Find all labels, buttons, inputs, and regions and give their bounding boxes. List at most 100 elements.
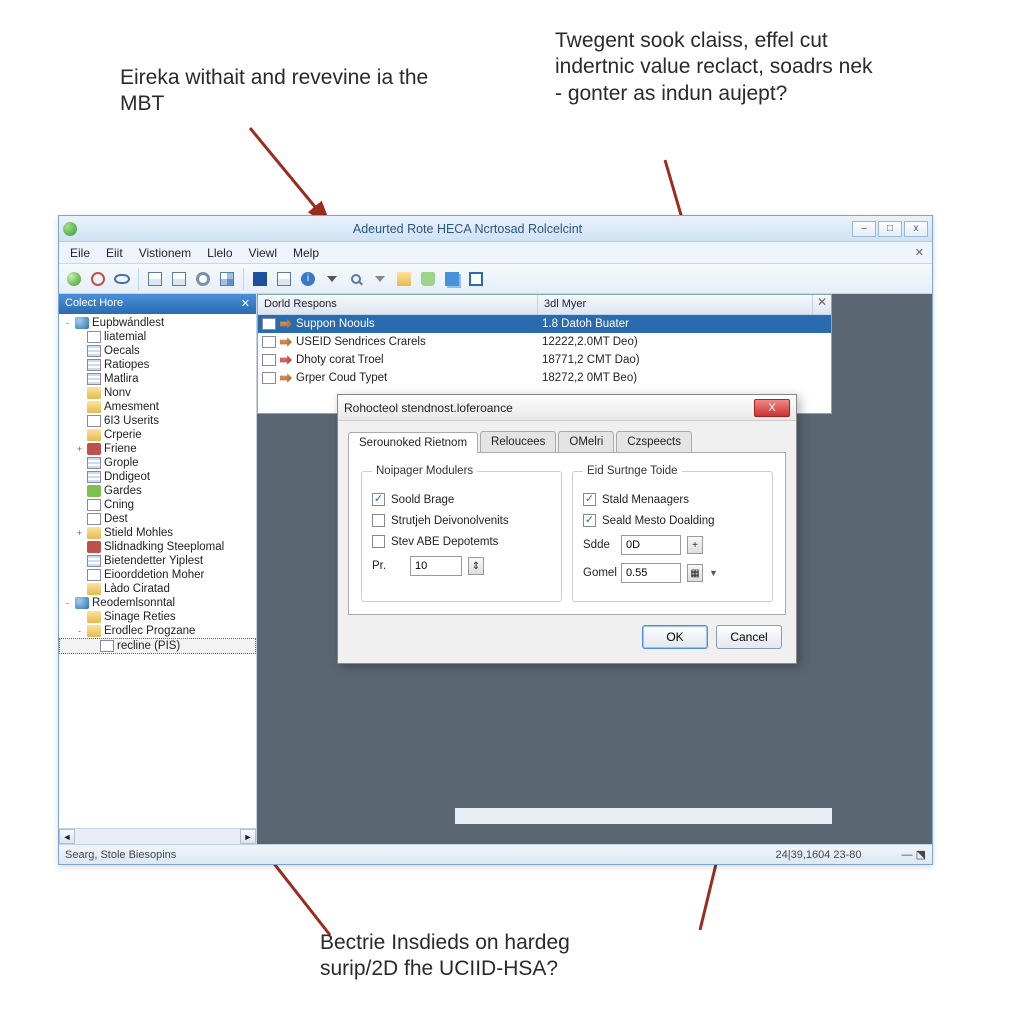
menu-help[interactable]: Melp xyxy=(286,244,326,262)
tb-dropdown2-icon[interactable] xyxy=(369,268,391,290)
tb-doc2-icon[interactable] xyxy=(168,268,190,290)
tb-circle-icon[interactable] xyxy=(87,268,109,290)
tb-cards-icon[interactable] xyxy=(441,268,463,290)
tb-doc-icon[interactable] xyxy=(144,268,166,290)
gomel-input[interactable] xyxy=(621,563,681,583)
titlebar[interactable]: Adeurted Rote HECA Ncrtosad Rolcelcint –… xyxy=(59,216,932,242)
main-area: Dorld Respons 3dl Myer ✕ Suppon Noouls1.… xyxy=(257,294,932,844)
tree-item[interactable]: Grople xyxy=(59,456,256,470)
toolbar: i xyxy=(59,264,932,294)
sidebar-close-icon[interactable]: ✕ xyxy=(241,297,250,311)
list-col2[interactable]: 3dl Myer xyxy=(538,295,813,314)
menu-edit[interactable]: Eiit xyxy=(99,244,130,262)
list-row[interactable]: Grper Coud Typet18272,2 0MT Beo) xyxy=(258,369,831,387)
status-right: 24|39,1604 23-80 xyxy=(776,849,862,861)
tab-czspeects[interactable]: Czspeects xyxy=(616,431,692,452)
chk-soold-brage-label: Soold Brage xyxy=(391,494,454,506)
sidebar-scroll-right[interactable]: ► xyxy=(240,829,256,844)
maximize-button[interactable]: □ xyxy=(878,221,902,237)
menu-file[interactable]: Eile xyxy=(63,244,97,262)
tb-folder-icon[interactable] xyxy=(393,268,415,290)
tree-item[interactable]: Ratiopes xyxy=(59,358,256,372)
menubar-close-icon[interactable]: ✕ xyxy=(911,246,928,259)
chk-strutjeh[interactable] xyxy=(372,514,385,527)
tree-view[interactable]: -EupbwándlestliatemialOecalsRatiopesMatl… xyxy=(59,314,256,828)
sidebar-scroll-left[interactable]: ◄ xyxy=(59,829,75,844)
tb-person-icon[interactable] xyxy=(417,268,439,290)
menu-view[interactable]: Viewl xyxy=(242,244,284,262)
dialog-close-button[interactable]: X xyxy=(754,399,790,417)
tb-doc3-icon[interactable] xyxy=(273,268,295,290)
menu-vistionem[interactable]: Vistionem xyxy=(132,244,198,262)
tb-green-icon[interactable] xyxy=(63,268,85,290)
tb-bluesq-icon[interactable] xyxy=(249,268,271,290)
chk-stald-menaagers[interactable] xyxy=(583,493,596,506)
pr-label: Pr. xyxy=(372,560,404,572)
dialog-title: Rohocteol stendnost.loferoance xyxy=(344,401,754,415)
list-col1[interactable]: Dorld Respons xyxy=(258,295,538,314)
group-eid-surtnge: Eid Surtnge Toide Stald Menaagers Seald … xyxy=(572,465,773,602)
gomel-label: Gomel xyxy=(583,567,615,579)
sdde-spinner[interactable]: + xyxy=(687,536,703,554)
tab-reloucees[interactable]: Reloucees xyxy=(480,431,556,452)
tab-serounoled[interactable]: Serounoked Rietnom xyxy=(348,432,478,453)
tb-dropdown-icon[interactable] xyxy=(321,268,343,290)
tree-item[interactable]: Gardes xyxy=(59,484,256,498)
gomel-picker[interactable]: ▦ xyxy=(687,564,703,582)
tree-item[interactable]: Slidnadking Steeplomal xyxy=(59,540,256,554)
app-icon xyxy=(63,222,77,236)
tree-item[interactable]: Làdo Ciratad xyxy=(59,582,256,596)
chk-seald-mesto[interactable] xyxy=(583,514,596,527)
ok-button[interactable]: OK xyxy=(642,625,708,649)
tree-item[interactable]: -Reodemlsonntal xyxy=(59,596,256,610)
tree-item[interactable]: Eioorddetion Moher xyxy=(59,568,256,582)
list-row[interactable]: USEID Sendrices Crarels12222,2.0MT Deo) xyxy=(258,333,831,351)
tree-item[interactable]: liatemial xyxy=(59,330,256,344)
statusbar: Searg, Stole Biesopins 24|39,1604 23-80 … xyxy=(59,844,932,864)
tree-item[interactable]: -Eupbwándlest xyxy=(59,316,256,330)
list-header: Dorld Respons 3dl Myer ✕ xyxy=(258,295,831,315)
tb-boxed-icon[interactable] xyxy=(465,268,487,290)
sidebar-scroll-track[interactable] xyxy=(75,829,240,844)
tree-item[interactable]: Crperie xyxy=(59,428,256,442)
cancel-button[interactable]: Cancel xyxy=(716,625,782,649)
minimize-button[interactable]: – xyxy=(852,221,876,237)
close-button[interactable]: x xyxy=(904,221,928,237)
tree-item[interactable]: Cning xyxy=(59,498,256,512)
tree-item[interactable]: Oecals xyxy=(59,344,256,358)
tb-gear-icon[interactable] xyxy=(192,268,214,290)
list-row[interactable]: Suppon Noouls1.8 Datoh Buater xyxy=(258,315,831,333)
chk-stev-abe-label: Stev ABE Depotemts xyxy=(391,536,498,548)
tb-grid-icon[interactable] xyxy=(216,268,238,290)
tree-item[interactable]: -Erodlec Progzane xyxy=(59,624,256,638)
list-close-icon[interactable]: ✕ xyxy=(813,295,831,314)
tree-item[interactable]: Amesment xyxy=(59,400,256,414)
list-row[interactable]: Dhoty corat Troel18771,2 CMT Dao) xyxy=(258,351,831,369)
tb-info-icon[interactable]: i xyxy=(297,268,319,290)
tab-omelri[interactable]: OMelri xyxy=(558,431,614,452)
menu-llelo[interactable]: Llelo xyxy=(200,244,239,262)
tb-search-icon[interactable] xyxy=(345,268,367,290)
main-hscroll[interactable] xyxy=(455,808,832,824)
tree-item[interactable]: 6I3 Userits xyxy=(59,414,256,428)
pr-input[interactable] xyxy=(410,556,462,576)
tree-item[interactable]: +Friene xyxy=(59,442,256,456)
pr-spinner[interactable]: ⇕ xyxy=(468,557,484,575)
sidebar-header: Colect Hore ✕ xyxy=(59,294,256,314)
dialog-titlebar[interactable]: Rohocteol stendnost.loferoance X xyxy=(338,395,796,421)
tb-eye-icon[interactable] xyxy=(111,268,133,290)
application-window: Adeurted Rote HECA Ncrtosad Rolcelcint –… xyxy=(58,215,933,865)
group-noipager: Noipager Modulers Soold Brage Strutjeh D… xyxy=(361,465,562,602)
tree-item[interactable]: Matlira xyxy=(59,372,256,386)
tree-item[interactable]: Dndigeot xyxy=(59,470,256,484)
tree-item[interactable]: Dest xyxy=(59,512,256,526)
tree-item[interactable]: recline (PIS) xyxy=(59,638,256,654)
sdde-input[interactable] xyxy=(621,535,681,555)
chk-soold-brage[interactable] xyxy=(372,493,385,506)
tree-item[interactable]: Sinage Reties xyxy=(59,610,256,624)
tree-item[interactable]: Bietendetter Yiplest xyxy=(59,554,256,568)
tree-item[interactable]: Nonv xyxy=(59,386,256,400)
tree-item[interactable]: +Stield Mohles xyxy=(59,526,256,540)
chk-stev-abe[interactable] xyxy=(372,535,385,548)
group-left-legend: Noipager Modulers xyxy=(372,465,477,477)
